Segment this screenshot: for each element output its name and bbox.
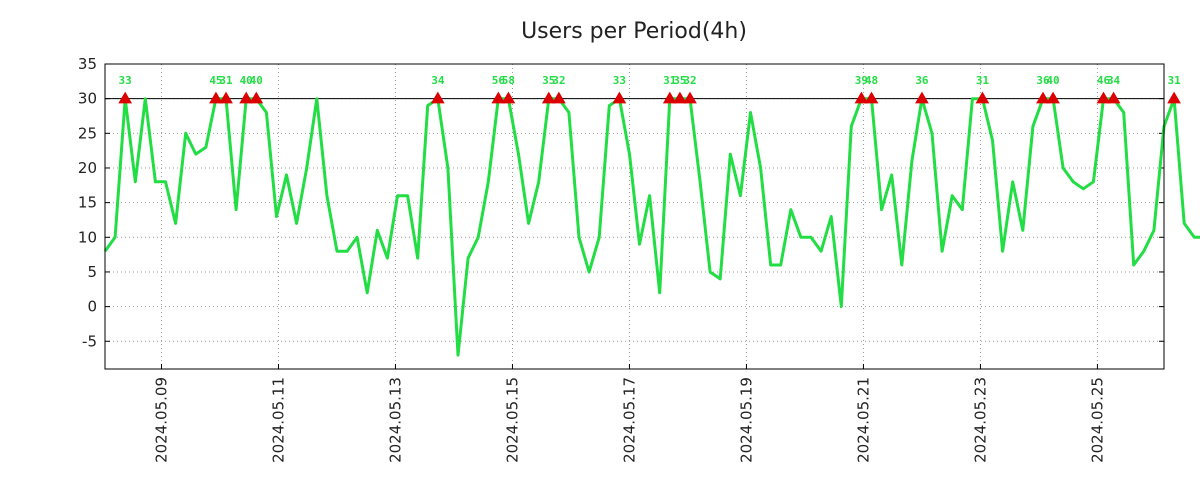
x-tick-label: 2024.05.11 [269, 377, 287, 463]
y-tick-label: 10 [78, 228, 97, 246]
peak-marker [1046, 91, 1060, 104]
y-tick-label: -5 [82, 332, 97, 350]
y-tick-label: 20 [78, 159, 97, 177]
y-tick-label: 30 [78, 90, 97, 108]
peak-marker [662, 91, 677, 104]
peak-marker [430, 91, 445, 104]
peak-label: 40 [250, 74, 263, 87]
y-tick-label: 35 [78, 55, 97, 73]
peak-marker [239, 91, 254, 104]
peak-marker [854, 91, 869, 104]
peak-label: 33 [119, 74, 132, 87]
y-tick-label: 15 [78, 194, 97, 212]
peak-label: 39 [855, 74, 868, 87]
peak-label: 33 [613, 74, 626, 87]
peak-marker [118, 91, 133, 104]
peak-label: 32 [683, 74, 696, 87]
peak-marker [915, 91, 929, 104]
peak-marker [501, 91, 516, 104]
x-tick-label: 2024.05.13 [386, 377, 404, 463]
peak-label: 45 [209, 74, 222, 87]
peak-label: 32 [552, 74, 565, 87]
peak-marker [541, 91, 556, 104]
peak-marker [683, 91, 697, 104]
peak-label: 35 [542, 74, 555, 87]
x-tick-label: 2024.05.19 [737, 377, 755, 463]
x-tick-label: 2024.05.25 [1088, 377, 1106, 463]
chart-title: Users per Period(4h) [521, 19, 747, 44]
peak-marker [209, 91, 223, 104]
peak-label: 31 [1167, 74, 1181, 87]
peak-label: 46 [1097, 74, 1111, 87]
y-tick-label: 5 [87, 263, 97, 281]
x-tick-label: 2024.05.17 [620, 377, 638, 463]
series-users [103, 97, 1200, 357]
peak-label: 56 [492, 74, 506, 87]
series-line [103, 97, 1200, 357]
peak-marker [612, 91, 627, 104]
peak-marker [1096, 91, 1111, 104]
peak-label: 31 [976, 74, 990, 87]
x-tick-label: 2024.05.15 [503, 377, 521, 463]
peak-marker [491, 91, 506, 104]
peak-marker [551, 91, 566, 104]
peak-label: 40 [1046, 74, 1059, 87]
peak-label: 36 [915, 74, 929, 87]
peak-marker [864, 91, 879, 104]
peak-marker [1036, 91, 1050, 104]
peak-label: 31 [663, 74, 677, 87]
peak-label: 40 [240, 74, 253, 87]
peak-marker [219, 91, 233, 104]
plot-frame [104, 63, 1165, 370]
peak-label: 48 [865, 74, 878, 87]
peak-label: 36 [1036, 74, 1050, 87]
peak-marker [249, 91, 264, 104]
peak-marker [1167, 91, 1181, 104]
x-tick-label: 2024.05.09 [152, 377, 170, 463]
y-axis: 35 30 25 20 15 10 5 0 -5 [78, 55, 1164, 350]
peak-label: 58 [502, 74, 515, 87]
peak-marker [975, 91, 990, 104]
y-tick-label: 0 [87, 298, 97, 316]
x-axis: 2024.05.09 2024.05.11 2024.05.13 2024.05.15… [152, 364, 1106, 463]
x-tick-label: 2024.05.21 [854, 377, 872, 463]
peak-label: 35 [673, 74, 686, 87]
peak-label: 34 [1107, 74, 1121, 87]
peak-label: 31 [219, 74, 233, 87]
peak-label: 34 [431, 74, 445, 87]
y-tick-label: 25 [78, 124, 97, 142]
peak-marker [1106, 91, 1121, 104]
x-tick-label: 2024.05.23 [971, 377, 989, 463]
peak-marker [673, 91, 687, 104]
